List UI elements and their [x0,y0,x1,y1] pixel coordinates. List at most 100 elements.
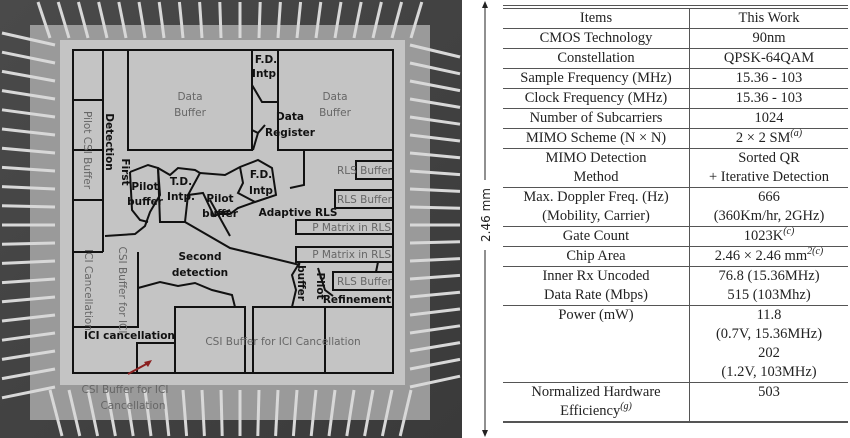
bond-wire [1,331,56,342]
label-rls-buffer-3: RLS Buffer [337,276,393,288]
label-fd-intp-mid: F.D. [250,169,272,181]
label-data-register: Data [276,111,304,123]
cell-text: Constellation [557,50,635,66]
label-ici-cancellation: ICI cancellation [84,330,175,342]
cell-value: 76.8 (15.36MHz) 515 (103Mhz) [689,266,848,306]
cell-text: 76.8 (15.36MHz) [718,268,820,284]
bond-wire [409,133,461,143]
table-row: Number of Subcarriers 1024 [503,108,848,129]
cell-text: 1024 [754,110,784,126]
bond-wire [409,240,461,245]
bond-wire [409,341,461,353]
cell-item: Power (mW) [503,305,690,383]
bond-wire [409,169,461,177]
bond-wire [1,241,56,246]
table-row: Normalized Hardware Efficiency(g) 503 [503,382,848,423]
cell-value: 2.46 × 2.46 mm2(c) [689,246,848,267]
cell-value: 11.8 (0.7V, 15.36MHz) 202 (1.2V, 103MHz) [689,305,848,383]
bond-wire [380,389,394,437]
cell-item: Number of Subcarriers [503,108,690,129]
bond-wire [97,1,109,39]
bond-wire [409,357,461,371]
label-pilot-csi-buffer: Pilot CSI Buffer [81,111,93,190]
cell-text: 11.8 [756,307,782,323]
bond-wire [409,205,461,210]
cell-text: This Work [738,10,800,26]
cell-value: Sorted QR + Iterative Detection [689,148,848,188]
label-pilot-buffer-1: Pilot [131,181,158,193]
cell-text: Method [573,169,619,185]
bond-wire [333,1,343,39]
cell-text: Gate Count [562,228,630,244]
bond-wire [124,389,135,437]
cell-item: CMOS Technology [503,28,690,49]
label-detection: Detection [103,113,115,171]
label-first: First [119,158,131,185]
footnote-mark: (c) [783,226,795,238]
bond-wire [157,1,166,39]
cell-value: 503 [689,382,848,423]
bond-wire [398,389,413,437]
table-row: Chip Area 2.46 × 2.46 mm2(c) [503,246,848,267]
cell-value: 15.36 - 103 [689,88,848,109]
bond-wire [291,389,299,437]
cell-text: Inner Rx Uncoded [542,268,650,284]
bond-wire [327,389,337,437]
bond-wire [143,389,153,437]
cell-text: 90nm [752,30,786,46]
bond-wire [162,389,171,437]
cell-text: 1023K(c) [743,226,795,244]
cell-text: Max. Doppler Freq. (Hz) [523,189,669,205]
bond-wire [1,69,56,83]
cell-text: Chip Area [566,248,626,264]
cell-text: Sample Frequency (MHz) [520,70,672,86]
bond-wire [1,31,56,47]
cell-value: 1023K(c) [689,226,848,247]
bond-wire [218,1,223,39]
label-pilot-buffer-2b: buffer [202,208,239,220]
bond-wire [1,146,56,155]
cell-text: Clock Frequency (MHz) [524,90,668,106]
bond-wire [409,273,461,281]
cell-text: (0.7V, 15.36MHz) [715,326,823,342]
bond-wire [274,389,280,437]
bond-wire [1,165,56,173]
cell-text: MIMO Detection [545,150,647,166]
label-fd-intp-top: F.D. [255,54,277,66]
bond-wire [409,79,461,93]
bond-wire [1,313,56,323]
label-fd-intp-mid-b: Intp [249,185,273,197]
label-rls-buffer-2: RLS Buffer [337,194,393,206]
label-second-detection-b: detection [172,267,228,279]
cell-item: MIMO Scheme (N × N) [503,128,690,149]
cell-text: 15.36 - 103 [735,70,803,86]
label-pilot-buffer-1b: buffer [127,196,164,208]
cell-value: 2 × 2 SM(a) [689,128,848,149]
bond-wire [1,259,56,265]
cell-text: Sorted QR [738,150,800,166]
table-row: Clock Frequency (MHz) 15.36 - 103 [503,88,848,109]
cell-text: QPSK-64QAM [723,50,815,66]
bond-wire [390,1,404,39]
cell-text: (360Km/hr, 2GHz) [713,208,825,224]
bond-wire [1,127,56,137]
cell-text: Number of Subcarriers [529,110,663,126]
label-data-buffer-2b: Buffer [319,107,352,119]
bond-wire [86,389,100,437]
cell-text: Efficiency(g) [560,401,632,419]
cell-item: Clock Frequency (MHz) [503,88,690,109]
footnote-mark: (a) [790,128,803,140]
cell-text: Items [579,10,613,26]
label-csi-buffer-big: CSI Buffer for ICI Cancellation [205,336,360,348]
bond-wire [309,389,318,437]
bond-wire [1,185,56,191]
label-td-intp-b: Intp. [167,191,195,203]
cell-item: Sample Frequency (MHz) [503,68,690,89]
bond-wire [409,43,461,59]
cell-text: 666 [758,189,780,205]
cell-value: 15.36 - 103 [689,68,848,89]
bond-wire [198,1,204,39]
label-data-register-b: Register [265,127,316,139]
footnote-mark: 2(c) [807,246,824,258]
cell-value: 90nm [689,28,848,49]
